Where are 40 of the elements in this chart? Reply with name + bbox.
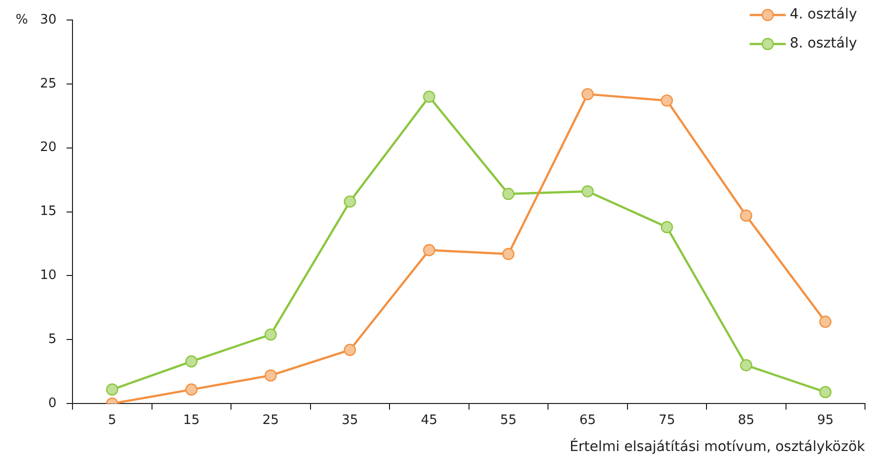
- point: [740, 359, 752, 372]
- x-tick-label: 15: [183, 412, 200, 428]
- x-tick-label: 55: [500, 412, 517, 428]
- y-tick-label: 25: [40, 76, 57, 92]
- y-tick-label: 10: [40, 268, 57, 284]
- y-tick-label: 20: [40, 140, 57, 156]
- point: [185, 355, 198, 368]
- point: [106, 383, 118, 396]
- x-tick-label: 5: [108, 412, 116, 428]
- point: [264, 328, 277, 341]
- y-tick-label: 0: [48, 396, 57, 411]
- point: [660, 221, 673, 234]
- point: [582, 185, 594, 198]
- x-axis-title: Értelmi elsajátítási motívum, osztályközök: [570, 438, 866, 456]
- y-axis-title: %: [16, 12, 28, 28]
- legend-label: 4. osztály: [790, 6, 858, 23]
- legend-label: 8. osztály: [790, 36, 858, 52]
- point: [819, 316, 832, 328]
- x-tick-label: 65: [579, 412, 596, 428]
- point: [423, 90, 436, 103]
- y-tick-label: 15: [40, 204, 57, 220]
- y-tick-label: 5: [48, 332, 57, 348]
- x-tick-label: 75: [658, 412, 676, 428]
- x-tick-label: 25: [262, 412, 279, 428]
- point: [344, 195, 356, 208]
- x-tick-label: 35: [342, 412, 358, 428]
- point: [582, 88, 594, 100]
- x-tick-label: 85: [738, 412, 754, 428]
- point: [502, 248, 514, 260]
- point: [423, 244, 436, 256]
- point: [819, 386, 832, 398]
- point: [264, 369, 277, 382]
- point: [660, 94, 673, 107]
- y-tick-label: 30: [40, 12, 57, 28]
- point: [185, 383, 198, 396]
- x-tick-label: 45: [420, 412, 438, 428]
- point: [344, 344, 356, 356]
- x-tick-label: 95: [817, 412, 834, 428]
- point: [502, 188, 514, 200]
- point: [740, 210, 752, 222]
